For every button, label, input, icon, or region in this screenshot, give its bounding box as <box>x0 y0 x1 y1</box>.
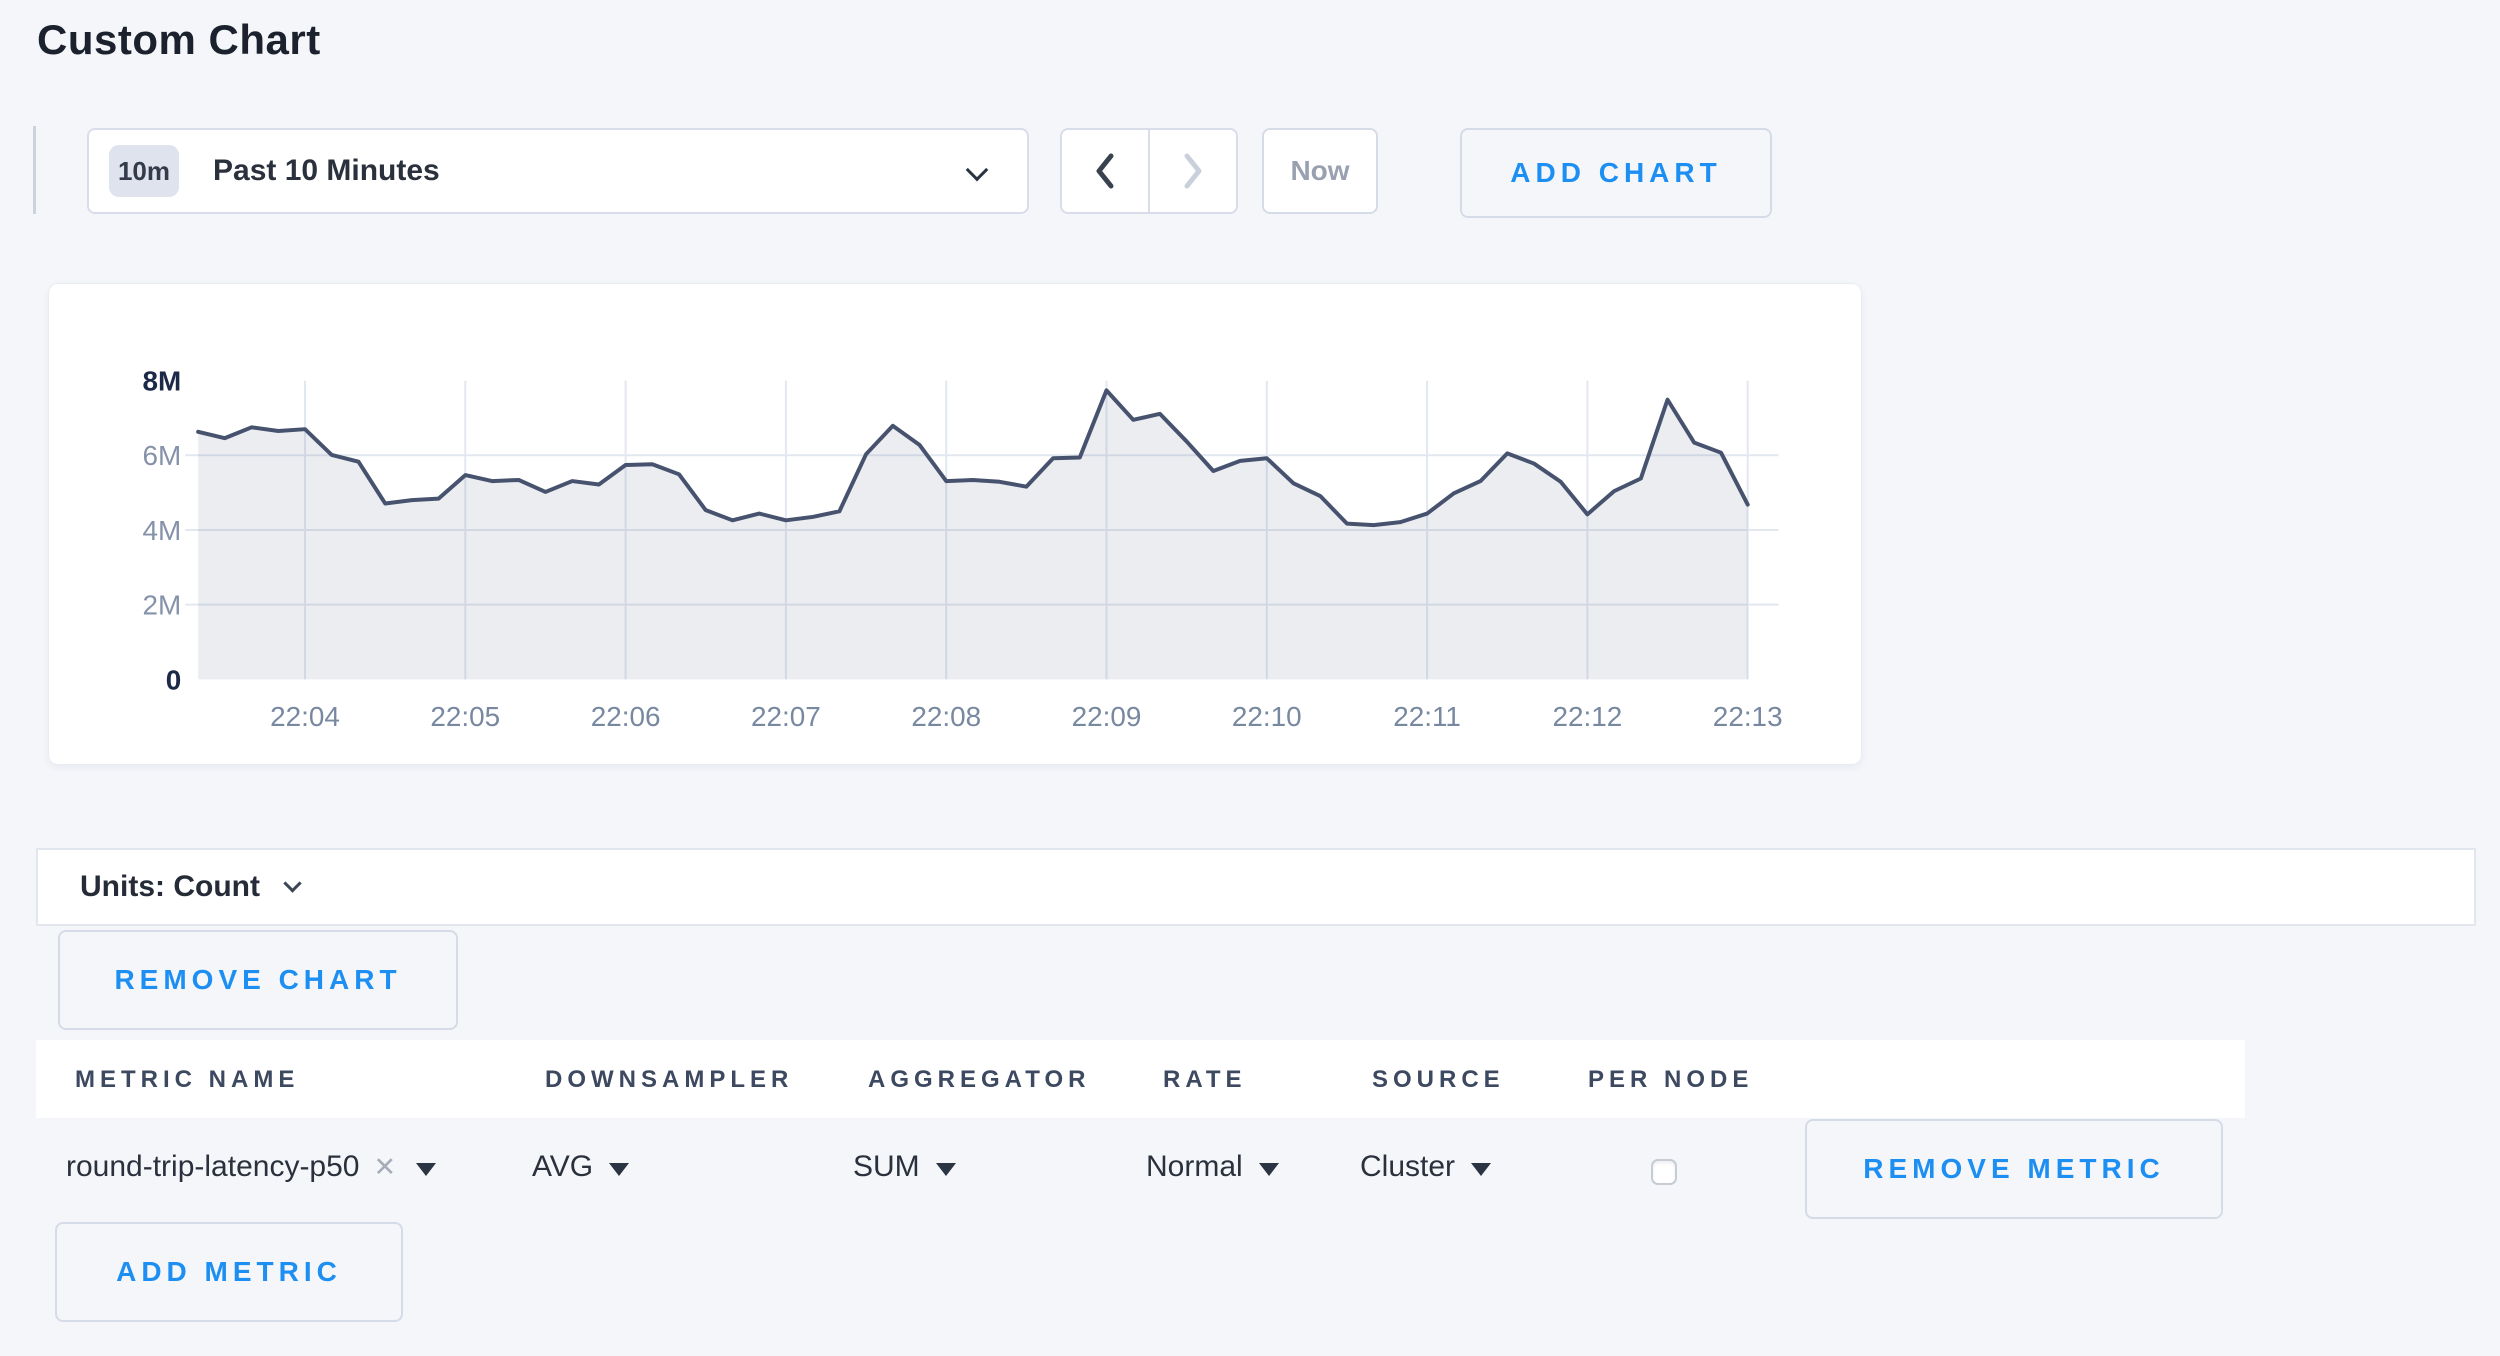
svg-text:6M: 6M <box>142 440 181 471</box>
caret-down-icon <box>1471 1162 1492 1176</box>
now-button[interactable]: Now <box>1262 128 1378 214</box>
svg-text:22:13: 22:13 <box>1713 701 1783 732</box>
col-header-downsampler: DOWNSAMPLER <box>545 1066 794 1093</box>
metric-name-value: round-trip-latency-p50 <box>66 1150 360 1183</box>
caret-down-icon <box>1258 1162 1279 1176</box>
svg-text:4M: 4M <box>142 515 181 546</box>
source-select[interactable]: Cluster <box>1360 1150 1492 1184</box>
aggregator-value: SUM <box>853 1150 920 1183</box>
aggregator-select[interactable]: SUM <box>853 1150 956 1184</box>
downsampler-select[interactable]: AVG <box>532 1150 630 1184</box>
add-chart-button[interactable]: ADD CHART <box>1460 128 1772 218</box>
time-back-button[interactable] <box>1062 130 1148 212</box>
svg-text:22:07: 22:07 <box>751 701 821 732</box>
caret-down-icon <box>609 1162 630 1176</box>
svg-text:0: 0 <box>166 664 182 695</box>
chevron-left-icon <box>1096 153 1114 189</box>
svg-text:22:12: 22:12 <box>1553 701 1623 732</box>
chevron-right-icon <box>1184 153 1202 189</box>
chevron-down-icon <box>283 873 302 893</box>
time-nav-group <box>1060 128 1238 214</box>
svg-text:22:06: 22:06 <box>591 701 661 732</box>
metric-name-select[interactable]: round-trip-latency-p50 ✕ <box>66 1150 437 1184</box>
svg-text:22:08: 22:08 <box>911 701 981 732</box>
clear-metric-icon[interactable]: ✕ <box>373 1151 397 1182</box>
col-header-metric-name: METRIC NAME <box>75 1066 300 1093</box>
custom-chart-panel: 8M 6M 4M 2M 0 22:04 22:05 22:06 22:07 22:08 22:09 2… <box>48 283 1862 765</box>
caret-down-icon <box>935 1162 956 1176</box>
col-header-per-node: PER NODE <box>1588 1066 1754 1093</box>
caret-down-icon <box>416 1162 437 1176</box>
metrics-table-header: METRIC NAME DOWNSAMPLER AGGREGATOR RATE … <box>36 1040 2245 1118</box>
svg-text:8M: 8M <box>142 366 181 397</box>
svg-text:22:04: 22:04 <box>270 701 340 732</box>
svg-text:22:11: 22:11 <box>1393 701 1461 732</box>
rate-select[interactable]: Normal <box>1146 1150 1279 1184</box>
svg-text:22:10: 22:10 <box>1232 701 1302 732</box>
timeseries-area-chart[interactable]: 8M 6M 4M 2M 0 22:04 22:05 22:06 22:07 22:08 22:09 2… <box>49 284 1861 764</box>
time-window-label: Past 10 Minutes <box>213 154 440 187</box>
source-value: Cluster <box>1360 1150 1456 1183</box>
remove-chart-button[interactable]: REMOVE CHART <box>58 930 458 1030</box>
units-label: Units: Count <box>80 870 260 903</box>
col-header-rate: RATE <box>1163 1066 1247 1093</box>
units-dropdown[interactable]: Units: Count <box>36 848 2476 926</box>
col-header-source: SOURCE <box>1372 1066 1505 1093</box>
downsampler-value: AVG <box>532 1150 594 1183</box>
remove-metric-button[interactable]: REMOVE METRIC <box>1805 1119 2223 1219</box>
time-window-badge: 10m <box>109 145 179 197</box>
time-window-dropdown[interactable]: 10m Past 10 Minutes <box>87 128 1029 214</box>
add-metric-button[interactable]: ADD METRIC <box>55 1222 403 1322</box>
svg-text:2M: 2M <box>142 590 181 621</box>
timescale-divider <box>33 126 36 214</box>
per-node-checkbox[interactable] <box>1651 1159 1677 1185</box>
rate-value: Normal <box>1146 1150 1243 1183</box>
svg-text:22:05: 22:05 <box>430 701 500 732</box>
col-header-aggregator: AGGREGATOR <box>868 1066 1091 1093</box>
page-title: Custom Chart <box>37 16 321 63</box>
svg-text:22:09: 22:09 <box>1072 701 1142 732</box>
time-forward-button[interactable] <box>1148 130 1236 212</box>
chevron-down-icon <box>965 158 989 182</box>
